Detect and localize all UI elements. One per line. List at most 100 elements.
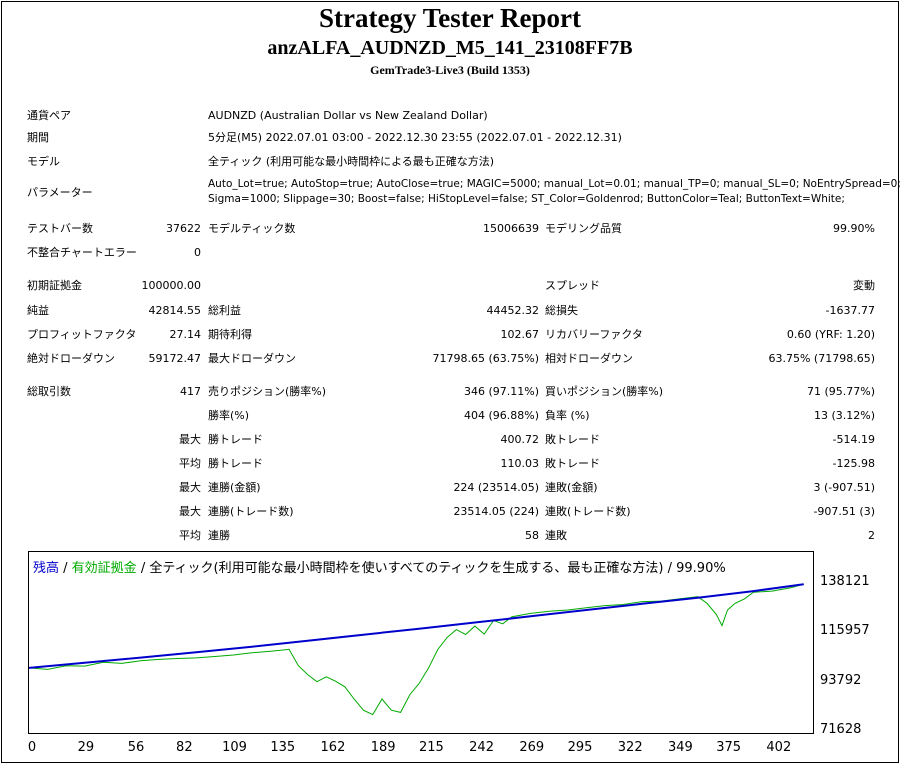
bars-value: 37622 [166,222,201,235]
legend-balance: 残高 [33,561,60,576]
largest-label: 最大 [179,433,201,446]
x-tick-label: 269 [519,740,545,755]
balance-line [28,583,804,669]
model-value: 全ティック (利用可能な最小時間枠による最も正確な方法) [208,155,495,168]
average-cons-label: 平均 [179,529,201,542]
total-trades-value: 417 [180,385,201,398]
server-build: GemTrade3-Live3 (Build 1353) [370,63,530,77]
largest-profit-value: 400.72 [500,433,540,446]
gross-profit-value: 44452.32 [486,304,540,317]
long-positions-value: 71 (95.77%) [806,385,875,398]
average-loss-value: -125.98 [832,457,875,470]
average-label: 平均 [179,457,201,470]
symbol-label: 通貨ペア [27,109,71,122]
spread-value: 変動 [853,279,875,292]
largest-profit-label: 勝トレード [208,433,263,446]
net-profit-value: 42814.55 [148,304,202,317]
cons-wins-money-label: 連勝(金額) [208,481,261,494]
short-positions-value: 346 (97.11%) [463,385,539,398]
gross-profit-label: 総利益 [208,304,241,317]
x-tick-label: 109 [222,740,247,755]
short-positions-label: 売りポジション(勝率%) [208,385,327,398]
bars-label: テストバー数 [27,222,93,235]
ticks-label: モデルティック数 [208,222,296,235]
avg-cons-wins-label: 連勝 [208,529,230,542]
largest-loss-value: -514.19 [832,433,875,446]
x-tick-label: 215 [419,740,444,755]
cons-wins-count-label: 連勝(トレード数) [208,505,294,518]
ticks-value: 15006639 [483,222,539,235]
maximal-drawdown-value: 71798.65 (63.75%) [432,352,539,365]
legend-description: / 全ティック(利用可能な最小時間枠を使いすべてのティックを生成する、最も正確な… [136,561,726,576]
avg-cons-losses-label: 連敗 [545,529,567,542]
legend-equity: 有効証拠金 [71,561,137,576]
period-value: 5分足(M5) 2022.07.01 03:00 - 2022.12.30 23… [208,131,622,144]
quality-value: 99.90% [833,222,875,235]
y-tick-label: 71628 [820,722,862,737]
recovery-factor-label: リカバリーファクタ [545,328,643,341]
profit-trades-label: 勝率(%) [208,409,250,422]
params-line-1: Auto_Lot=true; AutoStop=true; AutoClose=… [208,178,900,190]
relative-drawdown-label: 相対ドローダウン [545,352,633,365]
profit-factor-label: プロフィットファクタ [27,328,137,341]
y-tick-label: 93792 [820,672,862,688]
deposit-label: 初期証拠金 [27,279,82,292]
model-label: モデル [27,155,60,168]
x-tick-label: 242 [469,740,494,755]
profit-trades-value: 404 (96.88%) [463,409,539,422]
x-tick-label: 135 [270,740,296,755]
gross-loss-label: 総損失 [545,304,578,317]
spread-label: スプレッド [545,279,600,292]
x-tick-label: 56 [127,740,145,755]
x-tick-label: 402 [766,740,792,755]
average-profit-value: 110.03 [500,457,540,470]
x-tick-label: 375 [716,740,742,755]
average-profit-label: 勝トレード [208,457,263,470]
x-tick-label: 322 [617,740,643,755]
cons-losses-count-value: -907.51 (3) [813,505,875,518]
deposit-value: 100000.00 [141,279,202,292]
equity-line [28,583,804,716]
average-loss-label: 敗トレード [545,457,600,470]
quality-label: モデリング品質 [545,222,622,235]
x-tick-label: 0 [27,740,37,755]
x-tick-label: 189 [370,740,396,755]
relative-drawdown-value: 63.75% (71798.65) [768,352,875,365]
params-line-2: Sigma=1000; Slippage=30; Boost=false; Hi… [208,193,845,205]
x-tick-label: 162 [320,740,346,755]
avg-cons-wins-value: 58 [525,529,539,542]
y-tick-label: 138121 [820,574,870,590]
mismatch-value: 0 [194,246,201,259]
x-tick-label: 82 [176,740,193,755]
maximal-drawdown-label: 最大ドローダウン [208,352,296,365]
absolute-drawdown-label: 絶対ドローダウン [27,352,115,365]
absolute-drawdown-value: 59172.47 [148,352,202,365]
cons-losses-money-label: 連敗(金額) [545,481,598,494]
ea-name: anzALFA_AUDNZD_M5_141_23108FF7B [267,37,633,59]
recovery-factor-value: 0.60 (YRF: 1.20) [786,328,875,341]
symbol-value: AUDNZD (Australian Dollar vs New Zealand… [208,109,488,122]
legend-separator: / [59,561,72,576]
cons-wins-count-value: 23514.05 (224) [453,505,539,518]
expected-payoff-value: 102.67 [500,328,540,341]
balance-chart [28,551,814,734]
mismatch-label: 不整合チャートエラー [27,246,137,259]
maximum-label: 最大 [179,481,201,494]
report-title: Strategy Tester Report [319,3,581,33]
loss-trades-label: 負率 (%) [545,409,590,422]
cons-losses-money-value: 3 (-907.51) [813,481,875,494]
loss-trades-value: 13 (3.12%) [813,409,875,422]
chart-legend: 残高 / 有効証拠金 / 全ティック(利用可能な最小時間枠を使いすべてのティック… [33,557,726,576]
cons-losses-count-label: 連敗(トレード数) [545,505,631,518]
chart-svg [28,583,804,716]
period-label: 期間 [27,131,49,144]
avg-cons-losses-value: 2 [868,529,875,542]
params-label: パラメーター [27,186,93,199]
x-tick-label: 29 [77,740,95,755]
expected-payoff-label: 期待利得 [208,328,252,341]
long-positions-label: 買いポジション(勝率%) [545,385,664,398]
total-trades-label: 総取引数 [27,385,71,398]
y-tick-label: 115957 [820,623,870,639]
net-profit-label: 純益 [27,304,49,317]
